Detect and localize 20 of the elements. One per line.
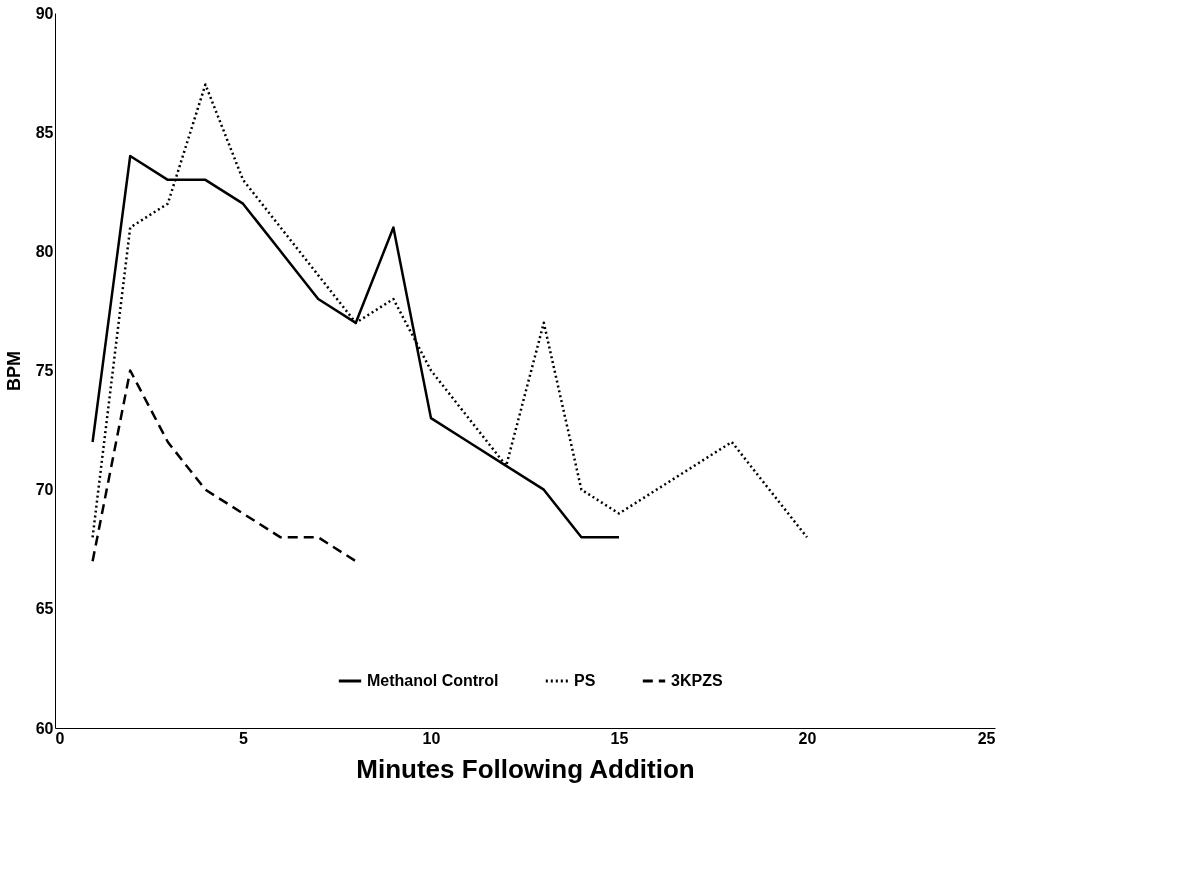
x-tick-label: 10 xyxy=(422,729,441,747)
x-tick-label: 20 xyxy=(798,729,817,747)
legend-label: 3KPZS xyxy=(671,672,723,689)
line-series xyxy=(91,369,358,563)
x-axis-title: Minutes Following Addition xyxy=(356,753,695,784)
legend-label: Methanol Control xyxy=(367,672,499,689)
line-series xyxy=(91,83,809,539)
x-tick-label: 25 xyxy=(977,729,996,747)
y-tick-label: 65 xyxy=(35,600,54,618)
x-tick-label: 0 xyxy=(55,729,65,747)
y-tick-label: 70 xyxy=(35,481,54,499)
x-tick-label: 15 xyxy=(610,729,629,747)
x-tick-label: 5 xyxy=(239,729,249,747)
y-tick-label: 80 xyxy=(35,242,54,260)
y-tick-label: 60 xyxy=(35,719,54,737)
y-axis-title: BPM xyxy=(3,351,24,391)
y-tick-label: 85 xyxy=(35,123,54,141)
y-tick-label: 75 xyxy=(35,362,54,379)
legend-label: PS xyxy=(574,672,596,689)
y-tick-label: 90 xyxy=(35,4,54,22)
